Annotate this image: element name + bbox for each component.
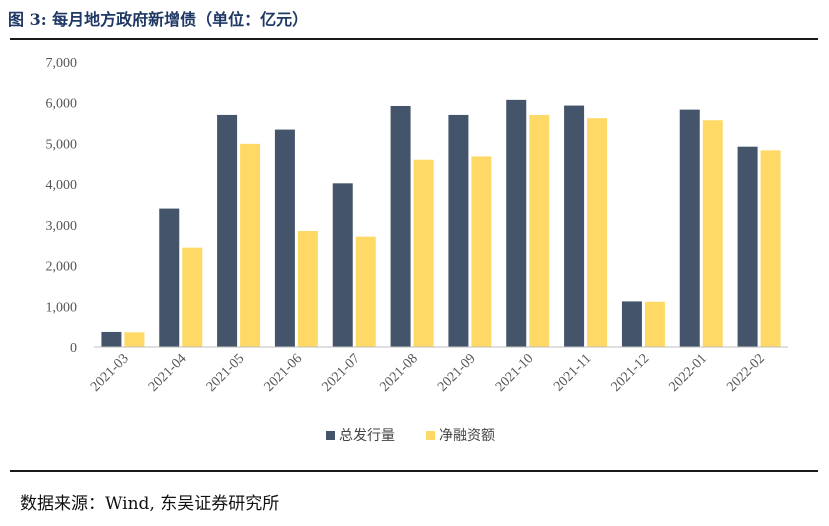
bar-net-financing-2022-02 xyxy=(760,150,781,347)
y-tick-label: 6,000 xyxy=(46,97,78,112)
x-tick-label: 2021-04 xyxy=(146,351,190,395)
x-tick-label: 2021-08 xyxy=(377,351,421,395)
y-tick-label: 4,000 xyxy=(46,178,78,193)
bar-net-financing-2021-04 xyxy=(182,247,203,347)
bar-net-financing-2021-11 xyxy=(587,118,608,347)
x-tick-label: 2021-06 xyxy=(262,351,306,395)
bar-net-financing-2021-10 xyxy=(529,114,550,347)
y-tick-label: 3,000 xyxy=(46,219,78,234)
bar-net-financing-2021-12 xyxy=(644,301,665,347)
x-tick-label: 2021-12 xyxy=(609,351,653,395)
figure-title: 图 3: 每月地方政府新增债（单位：亿元） xyxy=(8,10,309,29)
bar-total-issuance-2022-02 xyxy=(737,146,758,347)
bar-net-financing-2021-09 xyxy=(471,156,492,347)
bar-net-financing-2021-05 xyxy=(240,143,261,347)
x-tick-label: 2021-05 xyxy=(204,351,248,395)
bar-total-issuance-2021-05 xyxy=(217,114,238,347)
bottom-rule xyxy=(10,470,818,472)
bar-total-issuance-2021-11 xyxy=(564,105,585,347)
bar-total-issuance-2021-09 xyxy=(448,114,469,347)
x-tick-label: 2022-01 xyxy=(666,351,710,395)
bar-total-issuance-2021-10 xyxy=(506,99,527,347)
bar-net-financing-2021-07 xyxy=(355,236,376,347)
bar-net-financing-2021-03 xyxy=(124,332,145,347)
bar-total-issuance-2021-08 xyxy=(390,105,411,347)
y-tick-label: 5,000 xyxy=(46,137,78,152)
bar-net-financing-2021-08 xyxy=(413,159,434,347)
bar-total-issuance-2021-07 xyxy=(332,183,353,347)
bar-chart: 0 1,000 2,000 3,000 4,000 5,000 6,000 7,000 2021… xyxy=(46,56,788,444)
legend-label: 总发行量 xyxy=(339,428,395,444)
x-tick-label: 2021-09 xyxy=(435,351,479,395)
x-tick-label: 2021-07 xyxy=(319,351,363,395)
bar-total-issuance-2021-06 xyxy=(274,129,295,347)
bar-total-issuance-2021-12 xyxy=(621,301,642,347)
source-note: 数据来源：Wind, 东吴证券研究所 xyxy=(20,494,280,514)
legend-swatch xyxy=(426,431,435,440)
x-tick-label: 2021-03 xyxy=(88,351,132,395)
x-tick-label: 2022-02 xyxy=(724,351,768,395)
legend-label: 净融资额 xyxy=(439,428,495,444)
bar-net-financing-2022-01 xyxy=(702,120,723,347)
x-tick-label: 2021-11 xyxy=(551,351,594,394)
bar-total-issuance-2021-03 xyxy=(101,331,122,347)
legend-swatch xyxy=(326,431,335,440)
y-tick-label: 2,000 xyxy=(46,260,78,275)
bar-net-financing-2021-06 xyxy=(297,230,318,347)
y-tick-label: 0 xyxy=(70,341,77,356)
bar-total-issuance-2022-01 xyxy=(679,109,700,347)
bar-total-issuance-2021-04 xyxy=(159,208,180,347)
y-tick-label: 7,000 xyxy=(46,56,78,71)
top-rule xyxy=(10,38,818,40)
y-tick-label: 1,000 xyxy=(46,300,78,315)
x-tick-label: 2021-10 xyxy=(493,351,537,395)
